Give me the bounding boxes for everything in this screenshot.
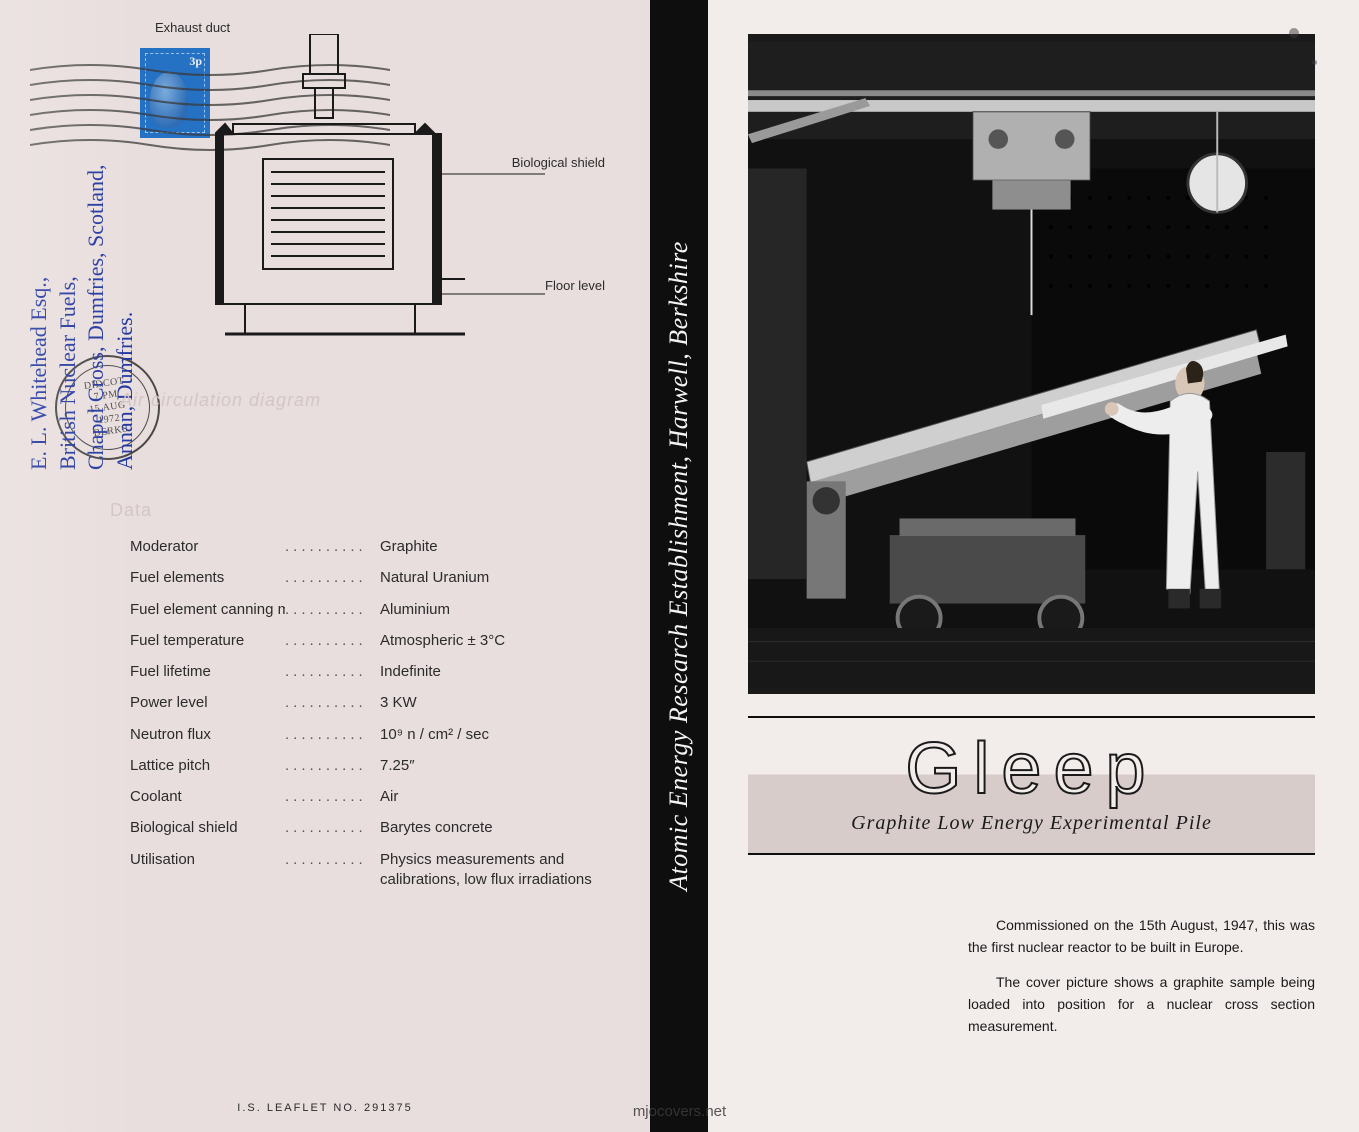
- data-heading: Data: [110, 500, 600, 521]
- data-dots: ..........: [285, 818, 380, 838]
- data-key: Lattice pitch: [130, 756, 285, 776]
- leaflet-title: Gleep: [748, 728, 1315, 810]
- data-value: Aluminium: [380, 600, 600, 620]
- data-row: Utilisation..........Physics measurement…: [130, 850, 600, 891]
- data-dots: ..........: [285, 631, 380, 651]
- data-key: Fuel lifetime: [130, 662, 285, 682]
- data-dots: ..........: [285, 725, 380, 745]
- data-key: Coolant: [130, 787, 285, 807]
- data-key: Neutron flux: [130, 725, 285, 745]
- data-row: Lattice pitch..........7.25″: [130, 756, 600, 776]
- back-panel: 3p DIDCOT 7 PM 15 AUG 1972 BERKS E. L.: [0, 0, 650, 1132]
- data-row: Biological shield..........Barytes concr…: [130, 818, 600, 838]
- data-dots: ..........: [285, 537, 380, 557]
- data-row: Coolant..........Air: [130, 787, 600, 807]
- data-value: Barytes concrete: [380, 818, 600, 838]
- front-cover: Gleep Graphite Low Energy Experimental P…: [708, 0, 1359, 1132]
- data-value: Air: [380, 787, 600, 807]
- cover-photo: [748, 34, 1315, 694]
- data-row: Fuel lifetime..........Indefinite: [130, 662, 600, 682]
- data-key: Fuel elements: [130, 568, 285, 588]
- data-key: Power level: [130, 693, 285, 713]
- data-value: Natural Uranium: [380, 568, 600, 588]
- watermark: mjocovers.net: [0, 1103, 1359, 1120]
- data-dots: ..........: [285, 693, 380, 713]
- data-value: 7.25″: [380, 756, 600, 776]
- data-key: Biological shield: [130, 818, 285, 838]
- data-value: Graphite: [380, 537, 600, 557]
- diagram-caption: Air circulation diagram: [120, 390, 321, 411]
- diagram-label-exhaust: Exhaust duct: [155, 20, 230, 35]
- data-row: Moderator..........Graphite: [130, 537, 600, 557]
- reactor-diagram: Exhaust duct Biological shield Floor lev…: [215, 20, 615, 370]
- recipient-address-handwritten: E. L. Whitehead Esq., British Nuclear Fu…: [25, 210, 139, 470]
- data-value: Indefinite: [380, 662, 600, 682]
- diagram-svg: [215, 34, 555, 364]
- data-row: Fuel element canning material..........A…: [130, 600, 600, 620]
- data-dots: ..........: [285, 568, 380, 588]
- strip-establishment-text: Atomic Energy Research Establishment, Ha…: [664, 241, 694, 891]
- data-key: Moderator: [130, 537, 285, 557]
- data-row: Neutron flux..........10⁹ n / cm² / sec: [130, 725, 600, 745]
- reactor-data-list: Data Moderator..........GraphiteFuel ele…: [130, 500, 600, 901]
- body-paragraph: Commissioned on the 15th August, 1947, t…: [968, 915, 1315, 958]
- data-value: Atmospheric ± 3°C: [380, 631, 600, 651]
- data-row: Fuel elements..........Natural Uranium: [130, 568, 600, 588]
- cover-body-text: Commissioned on the 15th August, 1947, t…: [968, 915, 1315, 1037]
- data-dots: ..........: [285, 850, 380, 870]
- leaflet-spread: 3p DIDCOT 7 PM 15 AUG 1972 BERKS E. L.: [0, 0, 1359, 1132]
- title-block: Gleep Graphite Low Energy Experimental P…: [748, 716, 1315, 855]
- data-value: 3 KW: [380, 693, 600, 713]
- body-paragraph: The cover picture shows a graphite sampl…: [968, 972, 1315, 1037]
- vertical-address-strip: Atomic Energy Research Establishment, Ha…: [650, 0, 708, 1132]
- data-dots: ..........: [285, 662, 380, 682]
- data-row: Fuel temperature..........Atmospheric ± …: [130, 631, 600, 651]
- data-key: Utilisation: [130, 850, 285, 870]
- data-key: Fuel temperature: [130, 631, 285, 651]
- data-dots: ..........: [285, 787, 380, 807]
- cover-photo-illustration: [748, 34, 1315, 694]
- data-dots: ..........: [285, 600, 380, 620]
- data-row: Power level..........3 KW: [130, 693, 600, 713]
- data-dots: ..........: [285, 756, 380, 776]
- data-value: Physics measurements and calibrations, l…: [380, 850, 600, 891]
- leaflet-subtitle: Graphite Low Energy Experimental Pile: [748, 812, 1315, 835]
- data-key: Fuel element canning material: [130, 600, 285, 620]
- data-value: 10⁹ n / cm² / sec: [380, 725, 600, 745]
